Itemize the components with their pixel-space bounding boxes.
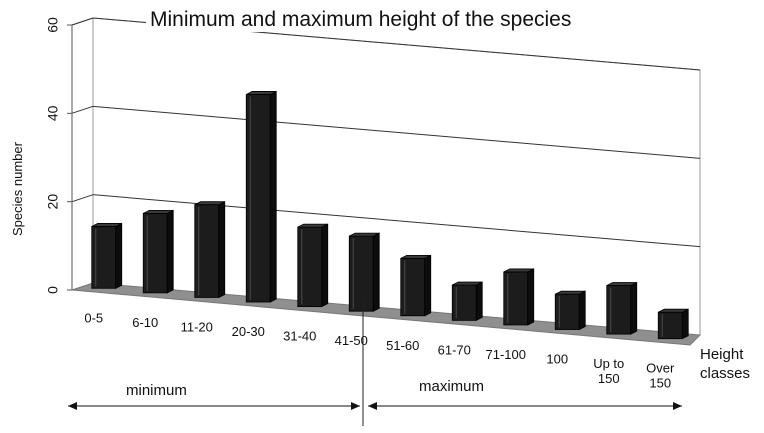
bar-top — [400, 254, 431, 259]
bar-top — [349, 232, 380, 237]
x-tick-label: Over 150 — [646, 361, 675, 391]
bar-side — [166, 209, 174, 294]
x-tick-label: 100 — [546, 352, 568, 367]
y-tick-label: 0 — [45, 286, 61, 294]
bar — [400, 254, 432, 317]
group-label-maximum: maximum — [419, 378, 485, 395]
y-tick-label: 40 — [45, 105, 61, 121]
bar-side — [115, 222, 123, 289]
x-tick-label: 71-100 — [486, 347, 526, 362]
group-label-minimum: minimum — [126, 382, 187, 399]
bar — [606, 281, 638, 335]
floor-plane — [71, 282, 702, 346]
bar-top — [606, 282, 637, 286]
bar-top — [143, 209, 174, 214]
y-tick-label: 20 — [45, 194, 61, 210]
bar-top — [503, 268, 534, 273]
x-tick-label: 31-40 — [283, 329, 316, 344]
x-axis-label: Height classes — [700, 346, 751, 382]
x-tick-label: 11-20 — [181, 319, 213, 334]
bar-side — [681, 308, 689, 340]
gridline-back — [92, 105, 701, 159]
bar-side — [578, 290, 586, 331]
bar-side — [218, 201, 226, 299]
bar — [348, 232, 380, 312]
y-axis: 0 20 40 60 — [45, 17, 73, 294]
bar — [554, 290, 586, 331]
x-tick-labels: 0-5 6-10 11-20 20-30 31-40 41-50 51-60 61-70 71-… — [84, 310, 675, 390]
bars — [91, 90, 689, 340]
bar-top — [297, 223, 328, 228]
bar-top — [91, 223, 122, 227]
bar-top — [246, 91, 277, 95]
bar — [503, 268, 535, 326]
gridline-back — [92, 194, 701, 248]
group-arrows — [68, 300, 682, 426]
bar-top — [555, 290, 586, 295]
bar — [142, 209, 174, 294]
bar-side — [424, 254, 432, 317]
bar-side — [630, 281, 638, 335]
bar-top — [658, 308, 689, 313]
x-tick-label: 51-60 — [386, 338, 419, 353]
x-tick-label: 0-5 — [84, 310, 103, 325]
x-tick-label: 20-30 — [232, 324, 265, 339]
bar — [91, 222, 123, 289]
minimum-arrow — [68, 402, 360, 410]
gridline-side — [71, 17, 94, 26]
gridline-side — [71, 194, 94, 203]
maximum-arrow — [368, 402, 682, 410]
x-tick-label: Up to 150 — [593, 356, 624, 386]
chart-title: Minimum and maximum height of the specie… — [146, 8, 576, 32]
bar — [194, 201, 226, 299]
bar — [657, 308, 689, 340]
bar-top — [194, 201, 225, 206]
bar-top — [452, 281, 483, 286]
bar — [451, 281, 483, 322]
bar — [245, 90, 277, 303]
bar-side — [269, 90, 277, 303]
bar-side — [475, 281, 483, 322]
bar-side — [527, 268, 535, 326]
x-tick-label: 61-70 — [438, 342, 471, 357]
bar — [297, 223, 329, 308]
x-tick-label: 6-10 — [132, 315, 158, 330]
gridline-side — [71, 105, 94, 114]
bar-side — [321, 223, 329, 308]
x-tick-label: 41-50 — [335, 333, 368, 348]
bar-side — [372, 232, 380, 312]
chart-floor — [71, 282, 702, 346]
y-axis-label: Species number — [10, 142, 25, 236]
y-tick-label: 60 — [45, 17, 61, 33]
